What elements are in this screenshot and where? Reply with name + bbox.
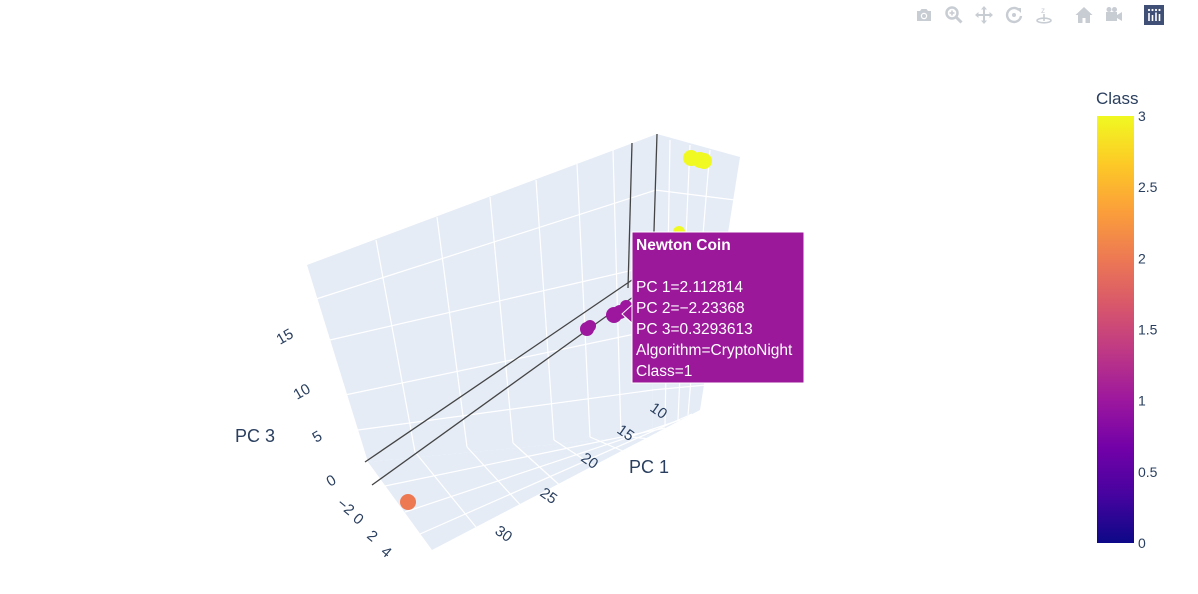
save-camera-icon[interactable] (1104, 4, 1124, 26)
z-tick-label: 15 (274, 325, 297, 348)
reset-camera-icon[interactable] (1074, 4, 1094, 26)
x-tick-label: 20 (578, 449, 601, 472)
back-wall (307, 134, 657, 462)
data-point[interactable] (584, 320, 596, 332)
colorbar-tick-label: 1.5 (1138, 322, 1158, 338)
y-tick-label: 0 (349, 510, 366, 528)
camera-icon[interactable] (914, 4, 934, 26)
colorbar-tick-label: 0 (1138, 535, 1146, 551)
x-tick-label: 30 (492, 522, 515, 545)
x-tick-labels: 10 15 20 25 30 (492, 399, 670, 545)
z-tick-label: 10 (291, 380, 314, 403)
colorbar-tick-label: 1 (1138, 393, 1146, 409)
colorbar-tick-label: 2.5 (1138, 179, 1158, 195)
data-point[interactable] (696, 153, 712, 169)
x-tick-label: 15 (614, 421, 637, 444)
colorbar (1097, 116, 1134, 543)
hover-box (631, 231, 805, 384)
hover-tooltip: Newton Coin PC 1=2.112814 PC 2=−2.23368 … (621, 231, 805, 384)
zoom-icon[interactable] (944, 4, 964, 26)
hover-title: Newton Coin (636, 237, 731, 254)
z-tick-label: 5 (310, 428, 326, 447)
pan-icon[interactable] (974, 4, 994, 26)
y-tick-label: −2 (333, 495, 357, 519)
colorbar-ticks: 0 0.5 1 1.5 2 2.5 3 (1138, 108, 1158, 551)
z-axis-title: PC 3 (235, 426, 275, 446)
x-tick-label: 25 (537, 484, 560, 507)
x-tick-label: 10 (647, 399, 670, 422)
y-tick-label: 4 (377, 543, 394, 561)
z-tick-labels: 0 5 10 15 (274, 325, 340, 490)
data-point[interactable] (400, 494, 416, 510)
turntable-rotation-icon[interactable]: z (1034, 4, 1054, 26)
hover-line: PC 1=2.112814 (636, 279, 743, 296)
colorbar-tick-label: 0.5 (1138, 464, 1158, 480)
colorbar-tick-label: 3 (1138, 108, 1146, 124)
hover-line: PC 2=−2.23368 (636, 300, 745, 317)
hover-line: Algorithm=CryptoNight (636, 342, 793, 359)
colorbar-title: Class (1096, 89, 1139, 108)
hover-line: PC 3=0.3293613 (636, 321, 753, 338)
hover-line: Class=1 (636, 363, 692, 380)
modebar: z (914, 4, 1174, 26)
orbit-rotation-icon[interactable] (1004, 4, 1024, 26)
svg-text:z: z (1041, 6, 1045, 15)
plotly-logo-icon[interactable] (1144, 4, 1164, 26)
z-tick-label: 0 (324, 472, 340, 491)
y-tick-label: 2 (363, 527, 380, 545)
y-tick-labels: −2 0 2 4 (333, 495, 394, 561)
x-axis-title: PC 1 (629, 457, 669, 477)
floor-plane (368, 410, 700, 550)
colorbar-tick-label: 2 (1138, 250, 1146, 266)
